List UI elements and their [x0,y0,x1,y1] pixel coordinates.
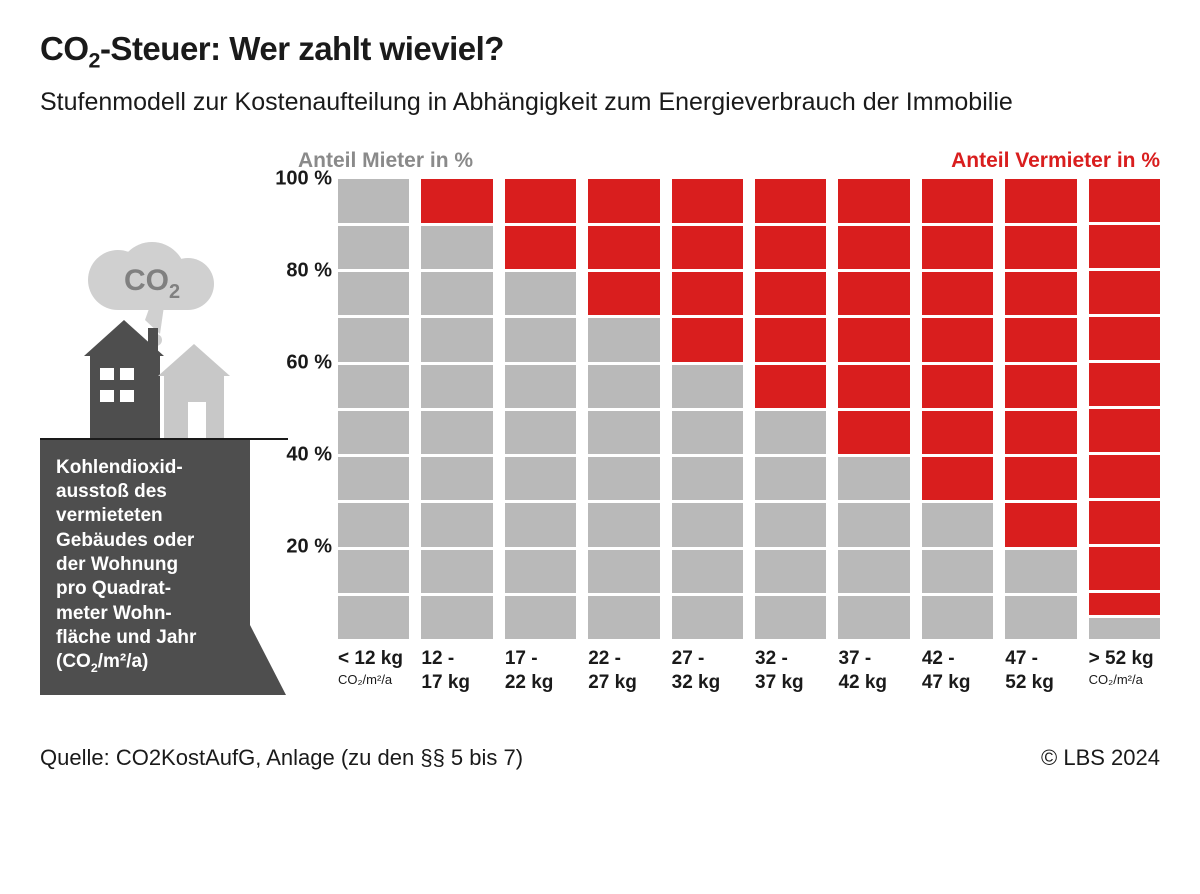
left-illustration: CO2 [40,240,270,695]
bar [421,179,492,639]
y-tick: 80 % [286,260,332,283]
bar [1089,179,1160,639]
chart-title: CO2-Steuer: Wer zahlt wieviel? [40,30,1160,74]
house-co2-icon: CO2 [40,240,288,440]
legend: Anteil Mieter in % Anteil Vermieter in % [298,149,1160,173]
y-tick: 60 % [286,352,332,375]
bars-container [338,179,1160,639]
copyright-text: © LBS 2024 [1041,745,1160,771]
x-label: > 52 kgCO₂/m²/a [1089,647,1160,695]
y-tick: 20 % [286,536,332,559]
y-axis: 100 %80 %60 %40 %20 % [270,179,338,639]
chart-subtitle: Stufenmodell zur Kostenaufteilung in Abh… [40,86,1160,120]
x-label: < 12 kgCO₂/m²/a [338,647,409,695]
bar [838,179,909,639]
bar [338,179,409,639]
x-label: 32 -37 kg [755,647,826,695]
x-label: 27 -32 kg [672,647,743,695]
chart-body: CO2 [40,149,1160,695]
legend-vermieter: Anteil Vermieter in % [951,149,1160,173]
source-text: Quelle: CO2KostAufG, Anlage (zu den §§ 5… [40,745,523,771]
x-label: 12 -17 kg [421,647,492,695]
bar [672,179,743,639]
bar [588,179,659,639]
bar [755,179,826,639]
bar [1005,179,1076,639]
pedestal-caption: Kohlendioxid-ausstoß desvermietetenGebäu… [40,440,250,695]
bar [922,179,993,639]
x-label: 17 -22 kg [505,647,576,695]
x-label: 37 -42 kg [838,647,909,695]
y-tick: 100 % [275,168,332,191]
footer: Quelle: CO2KostAufG, Anlage (zu den §§ 5… [40,745,1160,771]
x-axis: < 12 kgCO₂/m²/a12 -17 kg 17 -22 kg22 -27 … [338,647,1160,695]
x-label: 42 -47 kg [922,647,993,695]
x-label: 47 -52 kg [1005,647,1076,695]
bar [505,179,576,639]
x-label: 22 -27 kg [588,647,659,695]
y-tick: 40 % [286,444,332,467]
